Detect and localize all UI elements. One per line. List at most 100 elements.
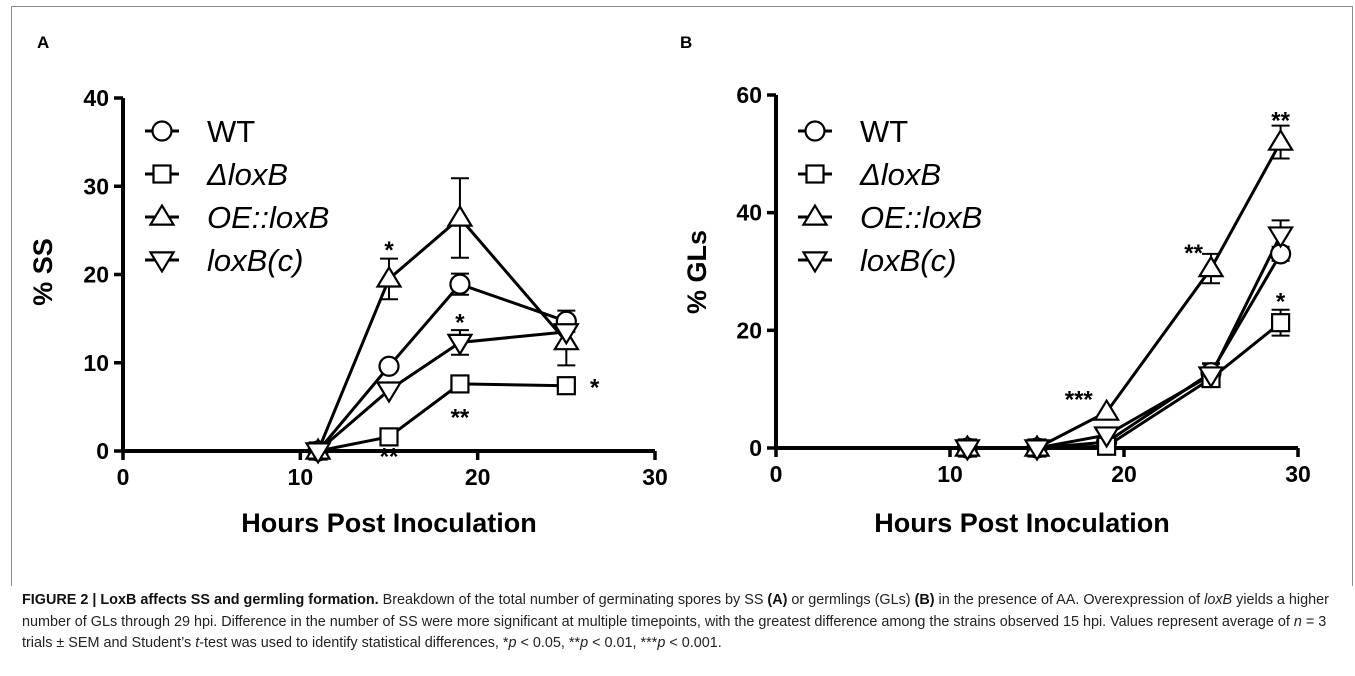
caption-text: or germlings (GLs) [787, 592, 915, 608]
panel-a-y-tick-label: 30 [83, 173, 109, 199]
panel-a-series-triangle-up-line [316, 215, 568, 452]
panel-a-series-triangle-down-point [446, 333, 474, 356]
panel-b-legend-label: OE::loxB [860, 200, 982, 235]
panel-b-series-triangle-up-point [1267, 128, 1295, 151]
panel-a-series-square-point [450, 374, 470, 394]
panel-b-series-triangle-down-point [1197, 366, 1225, 389]
panel-a-x-tick-label: 0 [117, 464, 130, 490]
panel-b-series-triangle-down-point [953, 439, 981, 462]
panel-a-series-circle-point [449, 273, 471, 295]
panel-b-series-triangle-down-point [1267, 226, 1295, 249]
panel-b-y-axis-label: % GLs [682, 230, 712, 314]
panel-a-series-triangle-down-point [304, 442, 332, 465]
panel-a-significance-mark: * [455, 309, 465, 336]
panel-b-series-square-point [1270, 313, 1291, 333]
caption-text: p [657, 635, 666, 651]
panel-a-y-tick-label: 0 [96, 438, 109, 464]
caption-text: -test was used to identify statistical d… [199, 635, 509, 651]
panel-a-legend-marker [148, 203, 176, 226]
panel-b-series-triangle-up-point [1197, 255, 1225, 278]
panel-a-series-square-point [379, 427, 399, 447]
caption-text: n [1293, 613, 1302, 630]
panel-b-series-triangle-down-line [967, 234, 1282, 450]
caption-text: in the presence of AA. Overexpression of [934, 592, 1205, 608]
panel-b-x-tick-label: 0 [770, 461, 783, 487]
panel-b-x-tick-label: 10 [937, 461, 963, 487]
panel-a-series-triangle-up-point [446, 204, 474, 227]
panel-a-significance-mark: * [590, 375, 600, 402]
caption-text: < 0.05, ** [516, 635, 581, 651]
panel-a-y-tick-label: 20 [83, 262, 109, 288]
panel-b-chart: 0 10 20 30 0 20 40 60 Hours Post Inoculation % GL… [682, 82, 1311, 538]
panel-b-y-tick-label: 20 [736, 317, 762, 343]
caption-text: yields a higher number of GLs through 29… [22, 592, 1329, 630]
panel-a-legend-marker [151, 120, 173, 142]
panel-a-significance-mark: ** [380, 444, 399, 471]
figure-caption: FIGURE 2 | LoxB affects SS and germling … [22, 590, 1342, 655]
panel-b-significance-mark: ** [1271, 108, 1290, 135]
panel-b-y-tick-label: 0 [749, 435, 762, 461]
panel-a-y-axis-label: % SS [28, 238, 58, 306]
panel-b-legend-marker [801, 251, 829, 274]
panel-a-x-tick-label: 30 [642, 464, 668, 490]
panel-b-significance-mark: ** [1184, 240, 1203, 267]
panel-a-series-triangle-up-point [375, 265, 403, 288]
panel-b-y-tick-label: 60 [736, 82, 762, 108]
panel-b-series-triangle-up-line [967, 141, 1282, 450]
panel-a-series-square-point [556, 376, 576, 396]
panel-b-x-tick-label: 30 [1285, 461, 1311, 487]
panel-b-series-triangle-up-point [1093, 398, 1121, 421]
panel-a-chart: 0 10 20 30 0 10 20 30 40 Hours Post Inoculation % … [28, 85, 668, 538]
panel-b-y-tick-label: 40 [736, 200, 762, 226]
caption-text: (B) [914, 592, 935, 608]
panel-b-legend-marker [804, 120, 826, 142]
panel-a-y-tick-label: 10 [83, 350, 109, 376]
panel-a-series-square-line [317, 382, 567, 453]
panel-b-series-circle-line [967, 253, 1282, 450]
panel-a-y-tick-label: 40 [83, 85, 109, 111]
caption-title: FIGURE 2 | LoxB affects SS and germling … [22, 592, 379, 608]
figure-panel-border [11, 6, 1353, 586]
panel-a-x-tick-label: 20 [465, 464, 491, 490]
charts-svg: 0 10 20 30 0 10 20 30 40 Hours Post Inoculation % … [28, 82, 1311, 538]
caption-text: t [195, 635, 200, 651]
panel-a-series-triangle-down-point [375, 381, 403, 404]
panel-a-significance-mark: * [384, 237, 394, 264]
panel-a-legend-label: ΔloxB [206, 157, 288, 192]
panel-a-legend-marker [148, 251, 176, 274]
caption-text: < 0.01, *** [588, 635, 658, 651]
panel-a-significance-mark: ** [451, 405, 470, 432]
panel-label-a: A [37, 33, 50, 52]
panel-a-series-triangle-down-point [552, 323, 580, 346]
panel-b-legend-marker [801, 203, 829, 226]
panel-label-b: B [680, 33, 693, 52]
panel-a-legend-label: loxB(c) [207, 243, 303, 278]
panel-a-x-axis-label: Hours Post Inoculation [241, 508, 537, 538]
caption-text: p [580, 635, 589, 651]
caption-text: p [508, 635, 517, 651]
panel-b-series-triangle-down-point [1023, 439, 1051, 462]
panel-b-legend-label: WT [860, 114, 908, 149]
panel-b-legend-label: ΔloxB [859, 157, 941, 192]
panel-a-legend-marker [152, 164, 172, 184]
panel-a-series-triangle-down-line [317, 330, 567, 453]
panel-b-significance-mark: *** [1065, 386, 1094, 413]
panel-b-x-axis-label: Hours Post Inoculation [874, 508, 1170, 538]
caption-text: < 0.001. [665, 635, 722, 651]
panel-b-significance-mark: * [1276, 289, 1286, 316]
panel-a-legend-label: WT [207, 114, 255, 149]
caption-text: Breakdown of the total number of germina… [378, 592, 768, 608]
panel-b-x-tick-label: 20 [1111, 461, 1137, 487]
panel-a-series-circle-point [378, 355, 400, 377]
panel-a-legend-label: OE::loxB [207, 200, 329, 235]
panel-a-series-circle-line [316, 282, 567, 452]
panel-b-legend-marker [805, 164, 825, 184]
caption-text: loxB [1204, 592, 1233, 608]
panel-b-legend-label: loxB(c) [860, 243, 956, 278]
caption-text: = 3 trials ± SEM and Student’s [22, 613, 1327, 652]
caption-text: (A) [767, 592, 788, 608]
panel-b-series-triangle-down-point [1093, 426, 1121, 449]
